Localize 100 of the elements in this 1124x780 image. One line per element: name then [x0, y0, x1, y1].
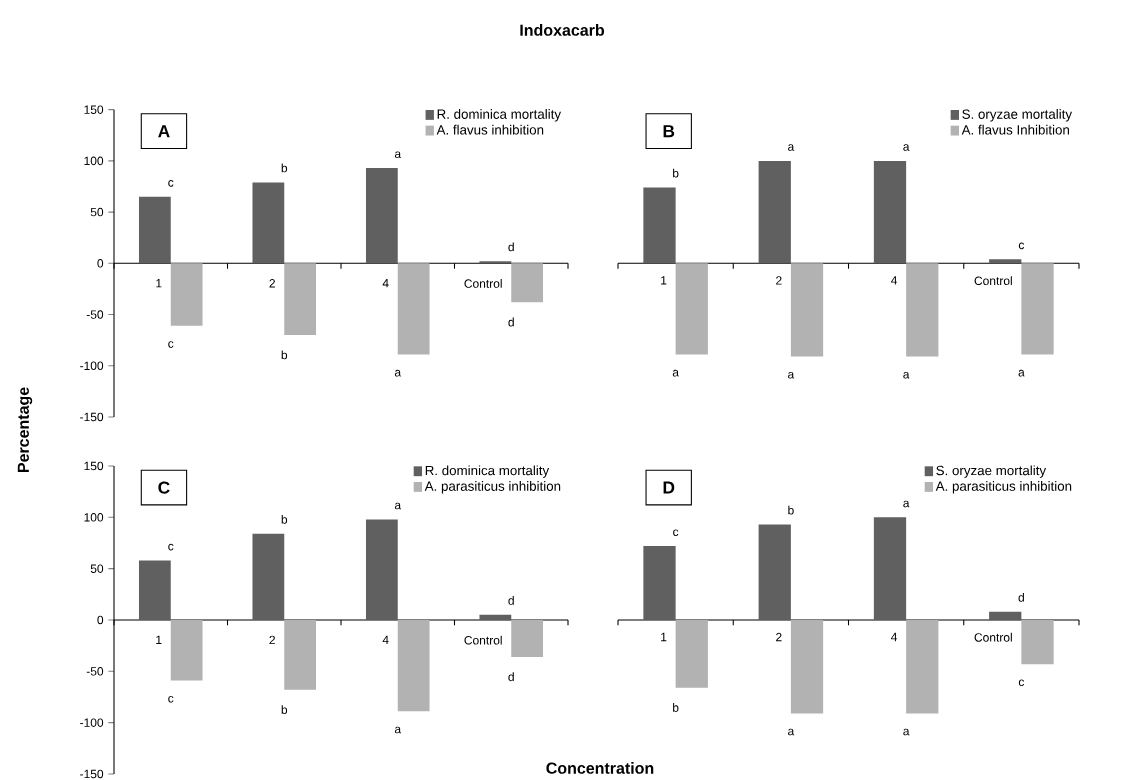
x-tick-label: 1 — [156, 279, 162, 288]
bar — [479, 614, 512, 620]
bar — [873, 160, 907, 264]
annotation: C — [158, 481, 170, 494]
y-tick-label: -100 — [80, 361, 104, 371]
y-tick-label: -50 — [86, 667, 104, 676]
data-label: a — [788, 371, 795, 379]
bar — [906, 619, 939, 714]
bar — [790, 619, 824, 714]
data-label: a — [394, 726, 402, 734]
legend-label: R. dominica mortality — [425, 465, 550, 478]
data-label: c — [673, 529, 679, 537]
data-label: b — [281, 705, 288, 714]
y-tick-label: -150 — [80, 769, 104, 779]
bar — [643, 546, 676, 620]
data-label: a — [394, 369, 402, 377]
bar — [873, 517, 907, 620]
data-label: c — [168, 341, 174, 348]
data-label: c — [168, 543, 174, 551]
x-tick-label: Control — [464, 279, 502, 288]
y-tick-label: 50 — [90, 207, 104, 217]
data-label: b — [673, 703, 679, 712]
bar — [397, 263, 430, 355]
bar — [252, 182, 285, 264]
x-tick-label: 1 — [156, 635, 162, 644]
data-label: c — [1018, 679, 1025, 687]
bar — [252, 533, 285, 620]
x-tick-label: 2 — [269, 279, 275, 288]
data-label: d — [508, 672, 514, 682]
data-label: c — [168, 695, 174, 703]
data-label: d — [508, 317, 514, 327]
y-tick-label: 150 — [84, 105, 104, 114]
data-label: a — [394, 151, 402, 159]
x-tick-label: 2 — [776, 632, 782, 642]
y-tick-label: 50 — [90, 564, 104, 573]
legend-label: S. oryzae mortality — [962, 109, 1073, 122]
x-tick-label: 4 — [891, 632, 898, 642]
data-label: b — [788, 505, 794, 515]
bar — [989, 611, 1022, 620]
x-tick-label: 4 — [382, 635, 389, 644]
data-label: a — [903, 500, 910, 508]
x-tick-label: 2 — [269, 635, 275, 645]
bar — [170, 263, 203, 326]
data-label: c — [1018, 242, 1025, 250]
data-label: a — [903, 144, 910, 151]
y-tick-label: -150 — [80, 412, 104, 422]
data-label: a — [394, 502, 402, 510]
x-tick-label: Control — [974, 632, 1012, 642]
data-label: a — [672, 369, 679, 377]
bar — [643, 187, 676, 264]
x-tick-label: Control — [464, 635, 502, 645]
data-label: b — [281, 514, 288, 524]
y-tick-label: 100 — [84, 156, 104, 166]
x-tick-label: 4 — [382, 279, 389, 288]
legend-label: A. parasiticus inhibition — [424, 481, 561, 494]
bar — [906, 263, 939, 357]
y-tick-label: -50 — [86, 310, 104, 319]
bar — [758, 160, 791, 264]
y-tick-label: 0 — [97, 259, 104, 268]
legend-label: R. dominica mortality — [437, 109, 562, 122]
x-tick-label: 1 — [661, 276, 667, 285]
x-tick-label: 1 — [661, 632, 667, 642]
legend-label: A. parasiticus inhibition — [935, 481, 1072, 494]
bar — [138, 560, 171, 620]
data-label: d — [1018, 592, 1024, 602]
bar — [397, 619, 430, 712]
data-label: d — [508, 595, 514, 605]
bar — [675, 619, 708, 688]
y-tick-label: -100 — [80, 718, 104, 727]
bar — [284, 619, 317, 690]
annotation: A — [158, 125, 170, 138]
data-label: b — [281, 163, 288, 173]
bar — [1021, 263, 1054, 355]
bar — [365, 519, 398, 620]
data-label: a — [1018, 369, 1025, 377]
bar — [989, 259, 1022, 264]
legend-label: S. oryzae mortality — [936, 465, 1047, 478]
legend-label: A. flavus Inhibition — [961, 124, 1069, 135]
data-label: b — [281, 350, 288, 360]
x-axis-title: Concentration — [546, 762, 654, 774]
chart-title: Indoxacarb — [520, 24, 605, 36]
bar — [511, 619, 544, 657]
data-label: a — [903, 371, 910, 379]
data-label: c — [168, 180, 174, 187]
bar — [138, 196, 171, 264]
bar — [170, 619, 203, 681]
bar — [479, 261, 512, 264]
x-tick-label: 2 — [776, 276, 782, 285]
bar — [1021, 619, 1054, 665]
y-tick-label: 150 — [84, 461, 104, 471]
legend-label: A. flavus inhibition — [436, 124, 544, 135]
data-label: a — [903, 728, 910, 736]
x-tick-label: 4 — [891, 276, 898, 285]
annotation: B — [663, 125, 675, 138]
bar — [365, 168, 398, 264]
y-tick-label: 0 — [97, 615, 104, 625]
data-label: b — [673, 168, 679, 178]
annotation: D — [663, 481, 675, 494]
bar — [284, 263, 317, 336]
data-label: a — [788, 728, 795, 736]
